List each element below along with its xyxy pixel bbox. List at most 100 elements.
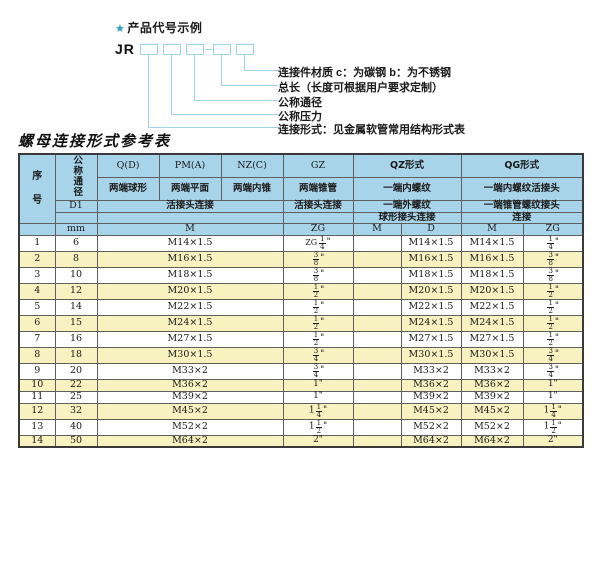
cell-m-qg: M18×1.5 [460,266,524,284]
header-row-conn-b: 球形接头连接 连接 [19,211,584,225]
cell-seq: 10 [18,378,56,392]
cell-d-qz: M14×1.5 [400,234,462,252]
leader-line-v-5 [244,55,245,70]
leader-line-h-1 [148,127,278,128]
cell-d-qz: M20×1.5 [400,282,462,300]
header-type-gz: 两端锥管 [282,177,354,202]
cell-m-left: M30×1.5 [96,346,284,364]
table-row: 3 10 M18×1.5 3 8 " M18×1.5 M18×1.5 3 8 " [18,266,584,284]
header-unit-m-left: M [96,223,284,236]
header-dn-unit-blank [54,211,98,225]
cell-dn: 14 [54,298,98,316]
header-unit-m-qz: M [352,223,402,236]
cell-d-qz: M18×1.5 [400,266,462,284]
table-row: 11 25 M39×2 1" M39×2 M39×2 1" [18,390,584,404]
code-prefix-label: JR [115,41,135,57]
cell-m-left: M39×2 [96,390,284,404]
header-conn-union-gz: 活接头连接 [282,200,354,213]
cell-m-qg: M30×1.5 [460,346,524,364]
code-box-3 [186,44,204,55]
cell-zg-gz: 3 4 " [282,362,354,380]
cell-zg-qg: 2" [522,434,584,449]
cell-m-left: M45×2 [96,402,284,420]
cell-m-qz [352,282,402,300]
cell-seq: 1 [18,234,56,252]
cell-zg-qg: 1 1 4 " [522,402,584,420]
header-unit-mm: mm [54,223,98,236]
code-box-5 [236,44,254,55]
cell-m-left: M27×1.5 [96,330,284,348]
header-seq: 序号 [18,153,56,225]
cell-d-qz: M52×2 [400,418,462,436]
header-unit-m-qg: M [460,223,524,236]
table-row: 6 15 M24×1.5 1 2 " M24×1.5 M24×1.5 1 2 " [18,314,584,332]
table-row: 7 16 M27×1.5 1 2 " M27×1.5 M27×1.5 1 2 " [18,330,584,348]
cell-m-qg: M33×2 [460,362,524,380]
leader-line-h-2 [171,114,278,115]
cell-zg-gz: 1" [282,390,354,404]
annotation-pressure: 公称压力 [278,111,322,123]
cell-dn: 12 [54,282,98,300]
table-row: 4 12 M20×1.5 1 2 " M20×1.5 M20×1.5 1 2 " [18,282,584,300]
cell-zg-gz: 3 8 " [282,250,354,268]
header-blank-gz [282,211,354,225]
cell-m-qg: M45×2 [460,402,524,420]
annotation-length: 总长（长度可根据用户要求定制） [278,82,443,94]
table-row: 9 20 M33×2 3 4 " M33×2 M33×2 3 4 " [18,362,584,380]
header-conn-qg-link: 连接 [460,211,584,225]
cell-dn: 16 [54,330,98,348]
cell-dn: 25 [54,390,98,404]
header-group-qg: QG形式 [460,153,584,179]
cell-seq: 14 [18,434,56,449]
leader-line-v-4 [221,55,222,85]
cell-m-qz [352,434,402,449]
cell-zg-qg: 1" [522,378,584,392]
header-row-group-codes: 序号 公称通径 Q(D) PM(A) NZ(C) GZ QZ形式 QG形式 [18,153,584,225]
cell-seq: 7 [18,330,56,348]
cell-m-qz [352,330,402,348]
cell-m-qz [352,266,402,284]
cell-zg-qg: 3 8 " [522,266,584,284]
leader-line-v-3 [194,55,195,100]
cell-zg-gz: 3 8 " [282,266,354,284]
code-diagram-title: ★ 产品代号示例 [115,19,202,36]
header-conn-union-left: 活接头连接 [96,200,284,213]
header-type-nzc: 两端内锥 [220,177,284,202]
cell-m-qz [352,234,402,252]
header-type-pma: 两端平面 [158,177,222,202]
header-conn-qz-ball: 球形接头连接 [352,211,462,225]
header-row-units: mm M ZG M D M ZG [18,223,584,236]
cell-seq: 2 [18,250,56,268]
table-row: 10 22 M36×2 1" M36×2 M36×2 1" [18,378,584,392]
cell-m-qg: M36×2 [460,378,524,392]
cell-m-qz [352,314,402,332]
table-row: 12 32 M45×2 1 1 4 " M45×2 M45×2 1 1 4 " [18,402,584,420]
cell-m-left: M36×2 [96,378,284,392]
cell-seq: 11 [18,390,56,404]
table-row: 13 40 M52×2 1 1 2 " M52×2 M52×2 1 1 2 " [18,418,584,436]
cell-dn: 8 [54,250,98,268]
cell-seq: 3 [18,266,56,284]
cell-zg-gz: 1 2 " [282,330,354,348]
cell-dn: 50 [54,434,98,449]
cell-m-qz [352,418,402,436]
cell-m-left: M24×1.5 [96,314,284,332]
table-row: 8 18 M30×1.5 3 4 " M30×1.5 M30×1.5 3 4 " [18,346,584,364]
cell-zg-qg: 3 4 " [522,362,584,380]
cell-d-qz: M30×1.5 [400,346,462,364]
cell-zg-gz: 1" [282,378,354,392]
cell-zg-gz: ZG 1 4 " [282,234,354,252]
cell-m-qg: M52×2 [460,418,524,436]
header-seq-blank [18,223,56,236]
cell-m-left: M18×1.5 [96,266,284,284]
cell-m-qg: M22×1.5 [460,298,524,316]
cell-d-qz: M64×2 [400,434,462,449]
product-code-diagram: ★ 产品代号示例 JR 连接件材质 c：为碳钢 b：为不锈钢 总长（长度可根据用户… [0,0,600,136]
cell-m-left: M52×2 [96,418,284,436]
cell-m-left: M33×2 [96,362,284,380]
cell-zg-qg: 3 4 " [522,346,584,364]
cell-seq: 13 [18,418,56,436]
header-type-qd: 两端球形 [96,177,160,202]
cell-m-left: M22×1.5 [96,298,284,316]
header-group-qd: Q(D) [96,153,160,179]
